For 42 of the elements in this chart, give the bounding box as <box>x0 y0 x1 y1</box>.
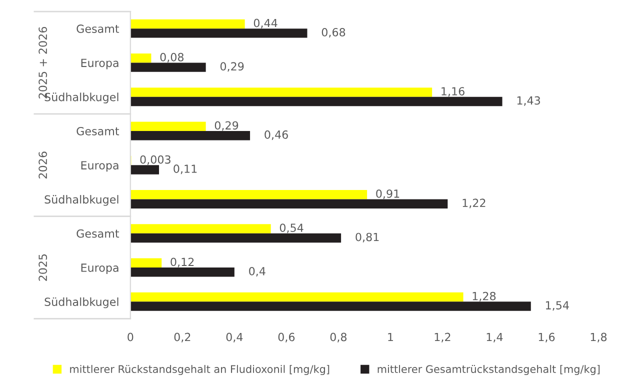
data-label: 0,46 <box>264 130 288 140</box>
x-tick-label: 0 <box>128 332 134 342</box>
y-tick-label: Europa <box>81 264 118 274</box>
y-tick-label: Gesamt <box>76 24 120 33</box>
text: 2026 <box>38 152 48 178</box>
x-tick-label: 0,4 <box>226 332 243 342</box>
y-tick-label: Europa <box>81 161 118 172</box>
data-label: 0,29 <box>220 62 244 72</box>
data-label: 0,11 <box>174 164 197 174</box>
data-label: 0,29 <box>214 121 238 131</box>
data-label: 0,91 <box>376 189 400 200</box>
data-label: 1,22 <box>462 198 486 208</box>
text: 2025 <box>38 254 48 281</box>
x-tick-label: 0,8 <box>330 332 347 342</box>
x-tick-label: 1,4 <box>486 332 503 342</box>
y-tick-label: Gesamt <box>76 126 120 136</box>
x-tick-label: 1,6 <box>538 332 555 342</box>
text: 2025 + 2026 <box>38 26 48 98</box>
x-tick-label: 1,8 <box>590 332 607 342</box>
data-label: 1,54 <box>546 301 569 311</box>
data-label: 1,28 <box>472 292 496 302</box>
data-label: 0,44 <box>254 18 278 28</box>
legend-label: mittlerer Rückstandsgehalt an Fludioxonil [mg/kg] <box>70 364 330 376</box>
legend-label: mittlerer Gesamtrückstandsgehalt [mg/kg] <box>378 364 600 376</box>
data-label: 1,43 <box>517 96 540 106</box>
data-label: 1,16 <box>442 87 464 97</box>
data-label: 0,003 <box>140 155 170 165</box>
y-tick-label: Europa <box>81 58 118 70</box>
data-label: 0,68 <box>322 28 346 38</box>
x-tick-label: 1,2 <box>434 332 450 342</box>
data-label: 0,12 <box>170 258 194 268</box>
y-tick-label: Südhalbkugel <box>44 92 118 104</box>
y-tick-label: Gesamt <box>76 229 120 238</box>
data-label: 0,54 <box>280 224 304 234</box>
data-label: 0,08 <box>160 52 184 62</box>
y-tick-label: Südhalbkugel <box>44 195 118 206</box>
y-tick-label: Südhalbkugel <box>44 297 118 308</box>
data-label: 0,4 <box>249 266 266 276</box>
data-label: 0,81 <box>356 232 379 242</box>
x-tick-label: 1 <box>388 332 393 342</box>
x-tick-label: 0,2 <box>174 332 190 342</box>
x-tick-label: 0,6 <box>278 332 295 342</box>
